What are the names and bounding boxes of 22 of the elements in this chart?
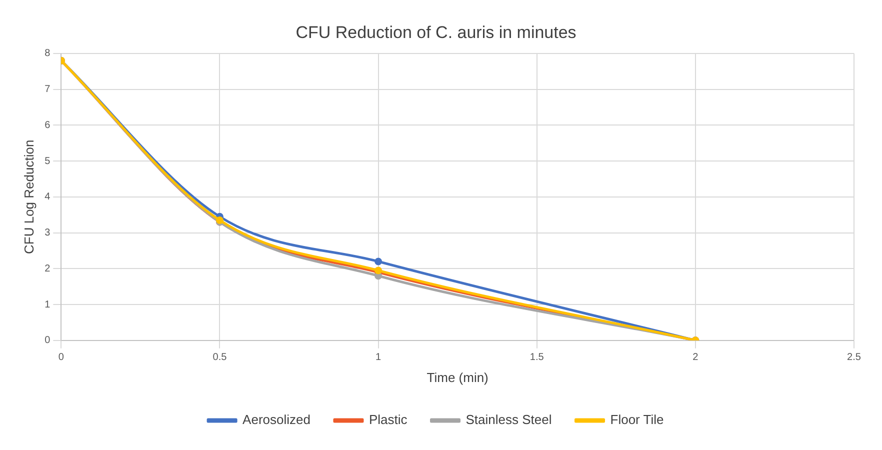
- x-tick-label: 1: [376, 352, 382, 364]
- legend-label: Aerosolized: [242, 412, 310, 428]
- y-axis-title: CFU Log Reduction: [21, 140, 36, 254]
- y-tick-label: 3: [44, 228, 51, 239]
- y-tick-label: 0: [44, 335, 51, 346]
- y-tick-label: 1: [44, 299, 51, 310]
- chart-title: CFU Reduction of C. auris in minutes: [296, 22, 576, 42]
- legend-label: Floor Tile: [610, 412, 664, 428]
- y-tick-label: 2: [44, 263, 51, 274]
- legend-label: Stainless Steel: [466, 412, 552, 428]
- y-tick-label: 6: [44, 120, 51, 131]
- x-axis-title: Time (min): [426, 370, 488, 385]
- x-tick-label: 0.5: [212, 352, 228, 364]
- legend-label: Plastic: [368, 412, 408, 428]
- x-tick-label: 1.5: [530, 352, 544, 364]
- x-tick-label: 2: [692, 352, 699, 364]
- x-tick-label: 0: [58, 352, 64, 364]
- y-tick-label: 7: [44, 84, 51, 96]
- x-tick-label: 2.5: [847, 352, 862, 364]
- y-tick-label: 8: [44, 48, 51, 60]
- y-tick-label: 5: [44, 156, 51, 167]
- y-tick-label: 4: [44, 192, 51, 203]
